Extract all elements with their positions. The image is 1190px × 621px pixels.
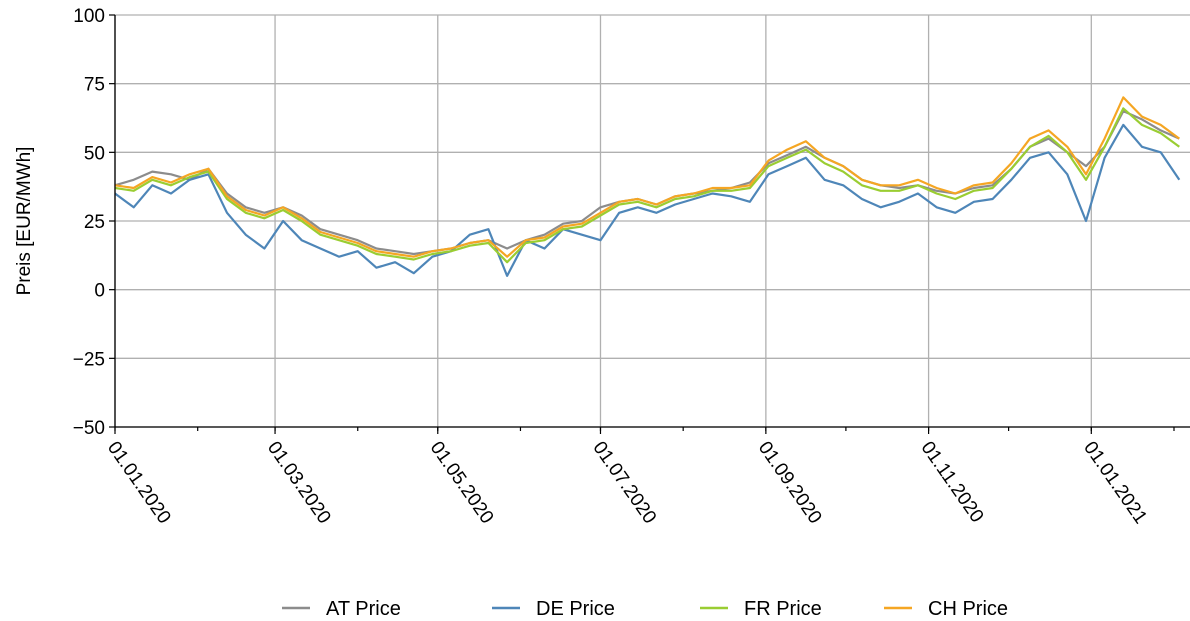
legend-label: CH Price — [928, 598, 1008, 620]
x-tick-label: 01.03.2020 — [263, 438, 335, 528]
x-tick-label: 01.11.2020 — [916, 438, 987, 527]
series-line-de-price — [115, 123, 1181, 277]
x-tick-label: 01.01.2020 — [103, 438, 175, 528]
grid — [114, 14, 1190, 428]
series-lines — [115, 96, 1181, 277]
x-tick-label: 01.09.2020 — [754, 438, 826, 528]
x-tick-label: 01.05.2020 — [426, 438, 498, 528]
legend-label: FR Price — [744, 598, 822, 620]
x-tick-label: 01.07.2020 — [588, 438, 660, 528]
y-tick-label: 50 — [84, 143, 105, 164]
y-tick-label: −25 — [73, 349, 105, 370]
y-tick-label: 25 — [84, 212, 105, 233]
legend-item: CH Price — [884, 598, 1008, 620]
series-line-ch-price — [115, 96, 1180, 258]
legend-item: FR Price — [700, 598, 822, 620]
y-tick-label: 75 — [84, 75, 105, 96]
y-tick-label: 100 — [73, 6, 105, 27]
x-tick-label: 01.01.2021 — [1079, 438, 1151, 528]
y-tick-label: 0 — [94, 281, 105, 302]
y-axis-ticks: −50 −25 0 25 50 75 100 — [73, 6, 115, 439]
y-tick-label: −50 — [73, 418, 105, 439]
y-axis-title: Preis [EUR/MWh] — [14, 147, 35, 296]
legend-label: AT Price — [326, 598, 401, 620]
legend: AT Price DE Price FR Price CH Price — [282, 598, 1008, 620]
legend-item: AT Price — [282, 598, 401, 620]
legend-label: DE Price — [536, 598, 615, 620]
x-axis-ticks: 01.01.2020 01.03.2020 01.05.2020 01.07.2020… — [103, 427, 1175, 528]
legend-item: DE Price — [492, 598, 615, 620]
series-line-fr-price — [115, 107, 1180, 264]
